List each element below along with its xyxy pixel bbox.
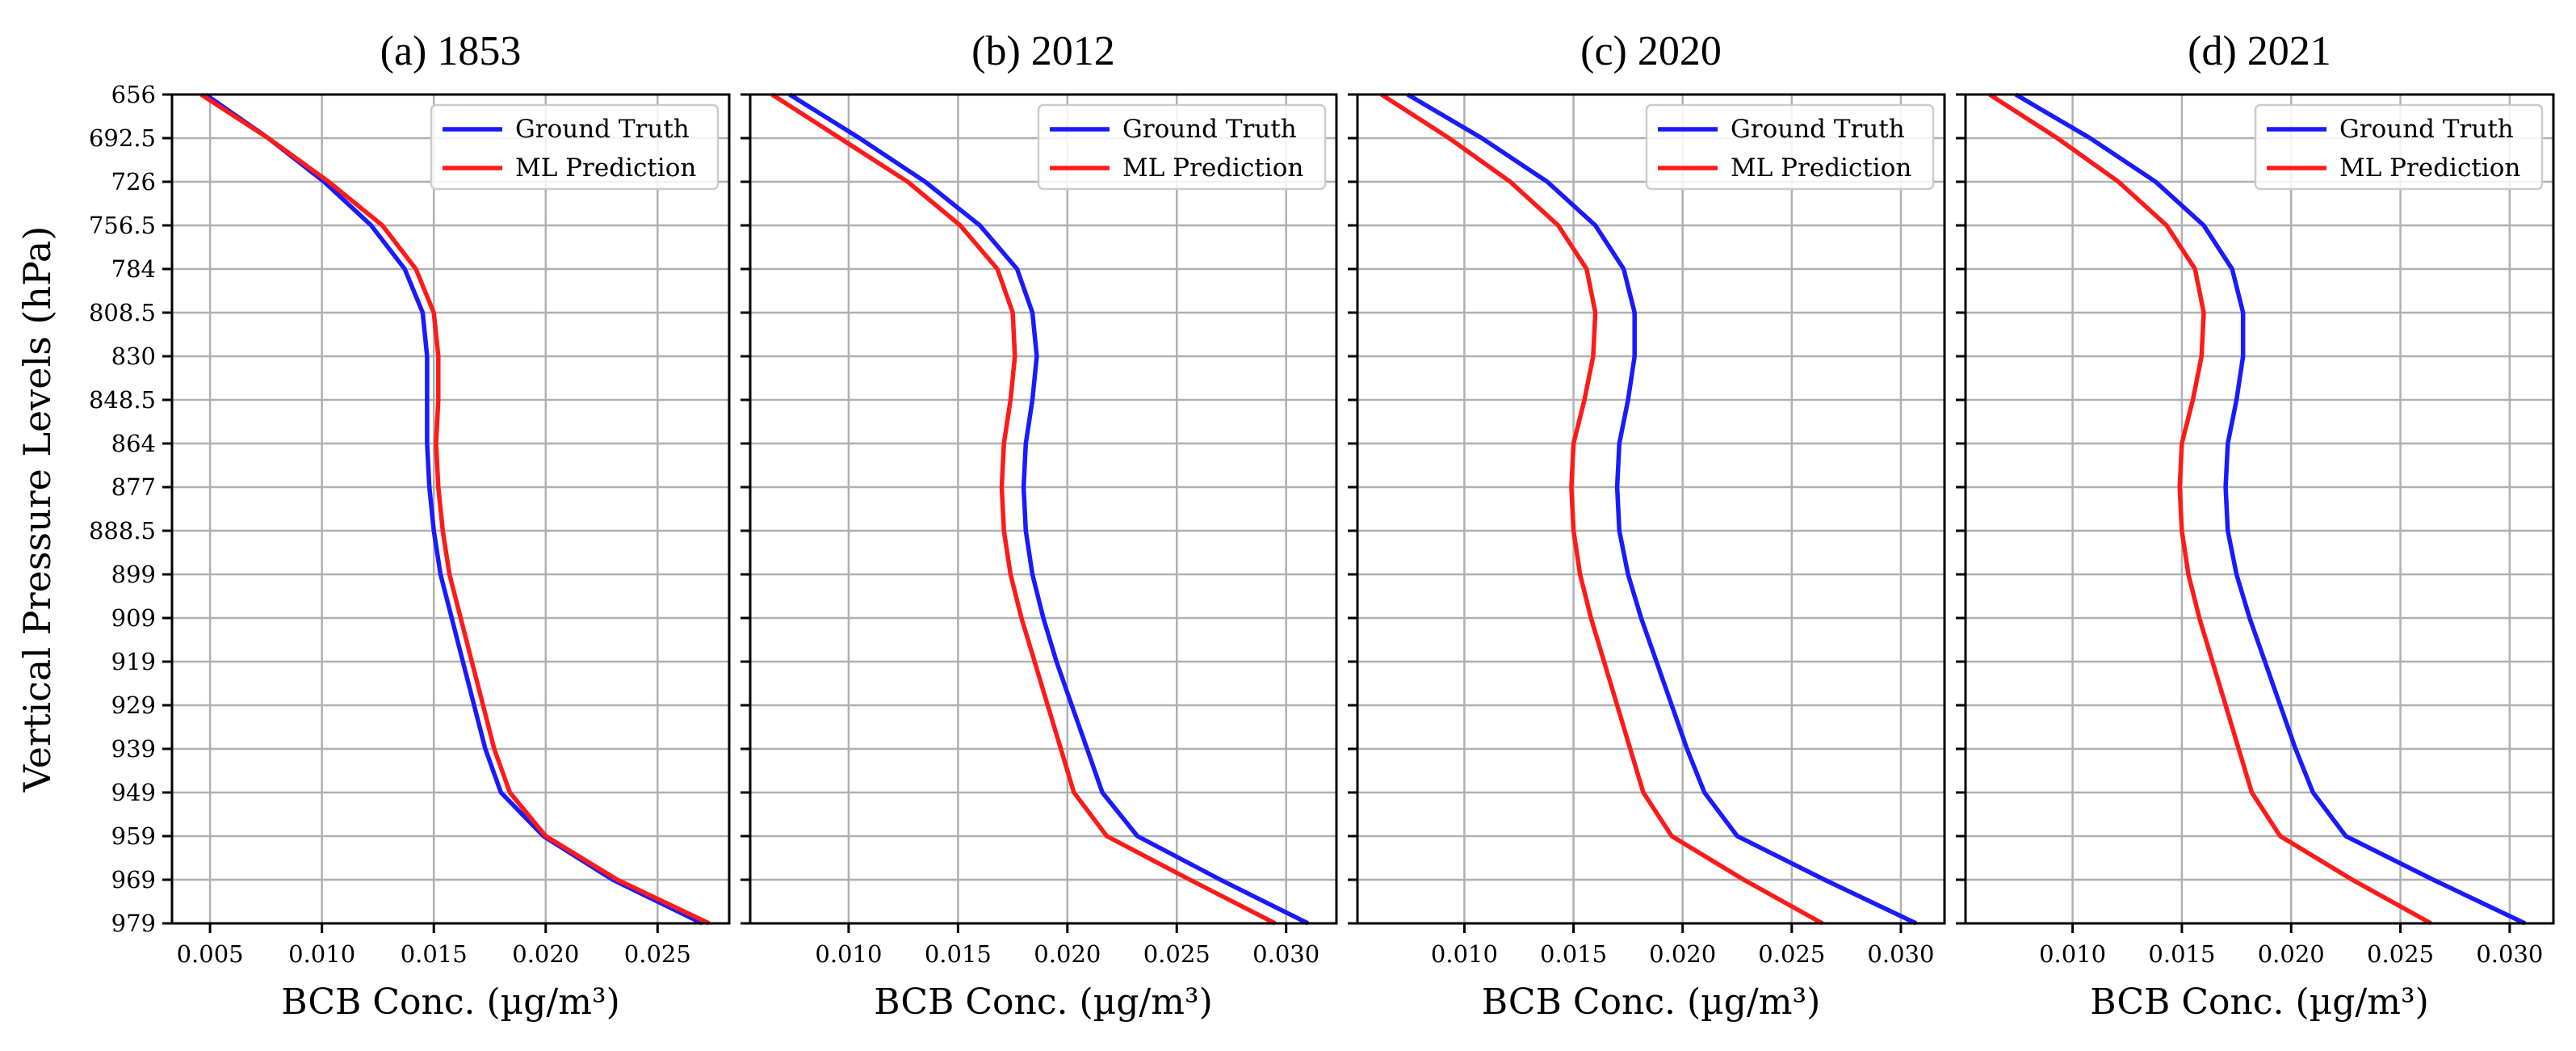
x-tick-label: 0.015	[925, 940, 992, 968]
y-tick-label: 939	[111, 735, 156, 763]
y-tick-label: 808.5	[89, 299, 156, 326]
y-tick-label: 929	[111, 692, 156, 719]
legend-label: Ground Truth	[2339, 115, 2514, 144]
legend-box	[2254, 103, 2544, 191]
panel-3: 0.010 0.015 0.020 0.025 0.030 Ground Truth ML …	[1348, 28, 1946, 1023]
x-tick-label: 0.030	[1867, 940, 1934, 968]
series-line-ml-prediction	[199, 92, 711, 926]
legend: Ground Truth ML Prediction	[1645, 103, 1935, 191]
plot-frame	[170, 93, 731, 925]
y-tick-label: 848.5	[89, 386, 156, 414]
legend-label: ML Prediction	[1122, 153, 1303, 183]
y-tick-label: 949	[111, 779, 156, 806]
y-tick-label: 969	[111, 866, 156, 893]
y-tick-label: 726	[111, 168, 156, 195]
legend: Ground Truth ML Prediction	[430, 103, 720, 191]
x-tick-label: 0.010	[815, 940, 882, 968]
legend-box	[430, 103, 720, 191]
x-tick-label: 0.030	[2476, 940, 2543, 968]
legend-label: Ground Truth	[1122, 115, 1297, 144]
y-tick-label: 877	[111, 473, 156, 501]
x-tick-label: 0.025	[624, 940, 691, 968]
x-tick-label: 0.030	[1252, 940, 1319, 968]
panel-title: (b) 2012	[971, 28, 1115, 74]
x-tick-label: 0.020	[512, 940, 579, 968]
x-tick-label: 0.025	[2367, 940, 2434, 968]
y-tick-label: 784	[111, 255, 156, 283]
legend-label: ML Prediction	[1731, 153, 1911, 183]
panel-1: 0.005 0.010 0.015 0.020 0.025 656 692.5 726 756.…	[15, 28, 731, 1023]
y-tick-label: 692.5	[89, 124, 156, 152]
series-line-ground-truth	[788, 92, 1310, 926]
series-line-ml-prediction	[1988, 92, 2432, 926]
legend: Ground Truth ML Prediction	[2254, 103, 2544, 191]
x-tick-label: 0.025	[1143, 940, 1210, 968]
x-tick-label: 0.010	[2039, 940, 2106, 968]
series-line-ground-truth	[1406, 92, 1918, 926]
y-tick-label: 899	[111, 561, 156, 588]
legend-label: ML Prediction	[515, 153, 696, 183]
legend-label: Ground Truth	[1731, 115, 1905, 144]
panel-title: (c) 2020	[1580, 28, 1722, 74]
x-axis-label: BCB Conc. (µg/m³)	[874, 982, 1213, 1023]
plot-frame	[1964, 93, 2555, 925]
legend-label: Ground Truth	[515, 115, 690, 144]
legend-box	[1645, 103, 1935, 191]
y-tick-label: 919	[111, 648, 156, 675]
x-tick-label: 0.020	[1034, 940, 1101, 968]
x-tick-label: 0.015	[1540, 940, 1607, 968]
x-tick-label: 0.015	[401, 940, 468, 968]
panel-4: 0.010 0.015 0.020 0.025 0.030 Ground Truth ML …	[1956, 28, 2555, 1023]
y-tick-label: 959	[111, 822, 156, 850]
y-tick-label: 656	[111, 81, 156, 108]
plot-frame	[1356, 93, 1946, 925]
y-tick-label: 864	[111, 430, 156, 457]
panel-2: 0.010 0.015 0.020 0.025 0.030 Ground Truth ML …	[740, 28, 1338, 1023]
x-tick-label: 0.025	[1758, 940, 1825, 968]
series-line-ground-truth	[204, 92, 703, 926]
x-tick-label: 0.010	[1431, 940, 1498, 968]
series-line-ground-truth	[2014, 92, 2526, 926]
x-tick-label: 0.020	[2258, 940, 2325, 968]
x-tick-label: 0.010	[288, 940, 355, 968]
y-axis-label: Vertical Pressure Levels (hPa)	[15, 226, 59, 793]
y-tick-label: 909	[111, 604, 156, 632]
legend: Ground Truth ML Prediction	[1037, 103, 1327, 191]
x-axis-label: BCB Conc. (µg/m³)	[2090, 982, 2429, 1023]
y-tick-label: 979	[111, 910, 156, 937]
panel-title: (a) 1853	[380, 28, 522, 74]
x-tick-label: 0.020	[1649, 940, 1716, 968]
x-axis-label: BCB Conc. (µg/m³)	[281, 982, 620, 1023]
x-tick-label: 0.005	[177, 940, 244, 968]
y-tick-label: 756.5	[89, 212, 156, 239]
x-axis-label: BCB Conc. (µg/m³)	[1482, 982, 1821, 1023]
plot-frame	[749, 93, 1338, 925]
y-tick-label: 830	[111, 343, 156, 370]
x-tick-label: 0.015	[2148, 940, 2215, 968]
legend-label: ML Prediction	[2339, 153, 2520, 183]
y-tick-label: 888.5	[89, 517, 156, 544]
series-line-ml-prediction	[1380, 92, 1824, 926]
series-line-ml-prediction	[770, 92, 1277, 926]
panel-title: (d) 2021	[2188, 28, 2331, 74]
legend-box	[1037, 103, 1327, 191]
